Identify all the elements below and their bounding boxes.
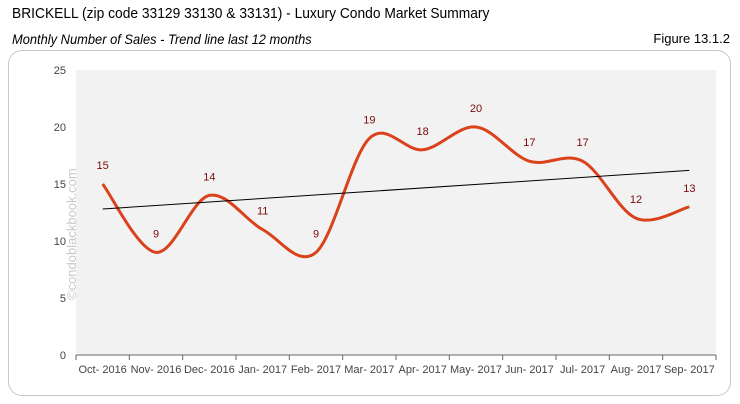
data-label: 15 (97, 160, 109, 172)
x-tick-label: Oct- 2016 (79, 364, 127, 376)
y-tick-label: 15 (54, 179, 66, 191)
figure-number: Figure 13.1.2 (653, 31, 730, 46)
y-tick-label: 5 (60, 293, 66, 305)
plot-area (76, 70, 716, 355)
x-tick-label: Mar- 2017 (344, 364, 394, 376)
x-tick-label: Nov- 2016 (131, 364, 182, 376)
x-tick-label: Apr- 2017 (399, 364, 447, 376)
x-tick-label: Feb- 2017 (291, 364, 341, 376)
page-title: BRICKELL (zip code 33129 33130 & 33131) … (12, 5, 490, 22)
y-tick-label: 25 (54, 65, 66, 77)
data-label: 9 (313, 228, 319, 240)
data-label: 13 (683, 183, 695, 195)
data-label: 19 (363, 114, 375, 126)
x-tick-label: Sep- 2017 (664, 364, 715, 376)
trend-line (102, 169, 690, 210)
x-tick-label: Jul- 2017 (560, 364, 605, 376)
x-tick-label: Jan- 2017 (238, 364, 287, 376)
data-label: 20 (470, 103, 482, 115)
data-label: 9 (153, 228, 159, 240)
data-label: 12 (630, 194, 642, 206)
data-label: 17 (577, 137, 589, 149)
data-label: 14 (203, 171, 215, 183)
watermark: ©condoblackbook.com (64, 168, 79, 300)
data-label: 17 (523, 137, 535, 149)
y-tick-label: 20 (54, 122, 66, 134)
chart-frame (8, 50, 731, 396)
sales-series-line (101, 125, 690, 259)
y-tick-label: 10 (54, 236, 66, 248)
x-tick-label: Aug- 2017 (611, 364, 662, 376)
x-tick-label: Jun- 2017 (505, 364, 554, 376)
x-tick-label: May- 2017 (450, 364, 502, 376)
chart-subtitle: Monthly Number of Sales - Trend line las… (12, 31, 312, 47)
x-tick-label: Dec- 2016 (184, 364, 235, 376)
data-label: 11 (257, 206, 268, 218)
data-label: 18 (417, 126, 429, 138)
y-tick-label: 0 (60, 350, 66, 362)
